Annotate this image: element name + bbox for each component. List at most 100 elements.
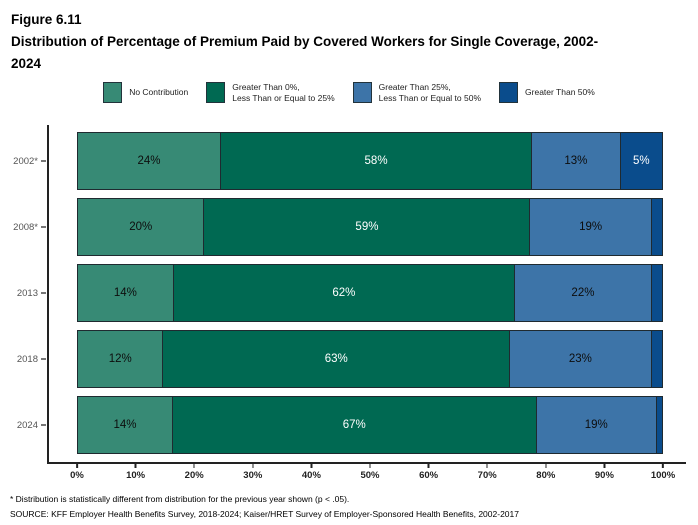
bar-row: 14% 62% 22% — [77, 264, 663, 322]
bar-value-label: 67% — [342, 419, 366, 431]
figure-header: Figure 6.11 Distribution of Percentage o… — [11, 9, 611, 75]
legend-swatch-icon — [103, 82, 123, 104]
bar-segment: 5% — [619, 132, 664, 190]
x-tick-label: 30% — [243, 470, 263, 481]
legend-swatch-icon — [206, 82, 226, 104]
bar-segment: 14% — [77, 264, 174, 322]
y-tick-mark — [41, 292, 46, 294]
bar-value-label: 12% — [108, 353, 132, 365]
bar-row: 12% 63% 23% — [77, 330, 663, 388]
y-axis-line — [47, 125, 49, 462]
bar-value-label: 13% — [564, 155, 588, 167]
legend-swatch-icon — [499, 82, 519, 104]
bar-segment: 24% — [77, 132, 221, 190]
bar-segment: 20% — [77, 198, 205, 256]
x-tick-mark — [252, 462, 254, 468]
bar-segment — [650, 198, 663, 256]
y-axis-label-text: 2024 — [16, 419, 38, 431]
y-axis-label-text: 2018 — [16, 353, 38, 365]
x-tick-mark — [193, 462, 195, 468]
x-tick: 40% — [302, 462, 321, 481]
x-tick-label: 0% — [70, 470, 84, 481]
bar-segment: 12% — [77, 330, 164, 388]
bar-segment: 59% — [203, 198, 531, 256]
bar-value-label: 19% — [579, 221, 603, 233]
bar-segment: 22% — [514, 264, 652, 322]
x-tick: 20% — [185, 462, 204, 481]
y-tick-mark — [41, 226, 46, 228]
legend-label: Greater Than 50% — [525, 87, 595, 98]
y-axis-label-text: 2008* — [13, 221, 38, 233]
bar-segment — [655, 396, 663, 454]
x-tick-label: 10% — [126, 470, 146, 481]
y-axis-label-text: 2013 — [16, 287, 38, 299]
footnotes: * Distribution is statistically differen… — [10, 492, 519, 522]
x-tick-mark — [662, 462, 664, 468]
legend-label: Greater Than 0%, Less Than or Equal to 2… — [232, 82, 335, 103]
x-tick-mark — [369, 462, 371, 468]
bar-segment: 23% — [508, 330, 652, 388]
x-tick-label: 100% — [650, 470, 676, 481]
x-tick-mark — [134, 462, 137, 468]
bar-value-label: 14% — [113, 419, 137, 431]
footnote-source: SOURCE: KFF Employer Health Benefits Sur… — [10, 509, 519, 519]
x-tick: 100% — [651, 462, 675, 481]
x-tick-mark — [486, 462, 488, 468]
y-axis-label-text: 2002* — [13, 155, 38, 167]
bar-segment — [650, 264, 663, 322]
x-tick: 10% — [126, 462, 145, 481]
bar-value-label: 58% — [364, 155, 388, 167]
bar-segment: 13% — [531, 132, 621, 190]
bar-value-label: 23% — [568, 353, 592, 365]
x-tick-label: 40% — [301, 470, 321, 481]
y-tick-mark — [41, 424, 46, 426]
x-tick-mark — [427, 462, 430, 468]
x-tick: 30% — [243, 462, 262, 481]
bar-segment: 67% — [171, 396, 537, 454]
y-tick-mark — [41, 160, 46, 162]
x-tick-label: 90% — [594, 470, 614, 481]
bar-segment: 58% — [219, 132, 533, 190]
bar-value-label: 22% — [571, 287, 595, 299]
y-axis-label: 2018 — [0, 330, 46, 388]
legend: No Contribution Greater Than 0%, Less Tha… — [0, 82, 698, 104]
legend-swatch-icon — [352, 82, 372, 104]
legend-label: No Contribution — [129, 87, 189, 98]
bar-value-label: 5% — [633, 155, 650, 167]
bar-value-label: 19% — [584, 419, 608, 431]
legend-item: No Contribution — [103, 82, 189, 104]
bar-row: 20% 59% 19% — [77, 198, 663, 256]
y-axis-label: 2013 — [0, 264, 46, 322]
x-axis: 0% 10% 20% 30% 40% 50% 60% 70% 80% 90% 100% — [70, 462, 675, 492]
x-tick-mark — [545, 462, 547, 468]
bar-segment: 62% — [172, 264, 516, 322]
bar-value-label: 24% — [137, 155, 161, 167]
figure-title: Distribution of Percentage of Premium Pa… — [11, 34, 599, 71]
bar-segment: 63% — [162, 330, 510, 388]
x-tick: 60% — [419, 462, 438, 481]
y-axis-label: 2008* — [0, 198, 46, 256]
y-axis-label: 2024 — [0, 396, 46, 454]
bar-value-label: 20% — [129, 221, 153, 233]
bar-segment: 14% — [77, 396, 173, 454]
x-tick: 80% — [536, 462, 555, 481]
bar-value-label: 63% — [324, 353, 348, 365]
x-tick-label: 20% — [184, 470, 204, 481]
x-axis-line — [47, 462, 686, 464]
x-tick-label: 60% — [419, 470, 439, 481]
y-axis-label: 2002* — [0, 132, 46, 190]
x-tick: 0% — [70, 462, 84, 481]
bar-row: 24% 58% 13% 5% — [77, 132, 664, 190]
footnote-significance: * Distribution is statistically differen… — [10, 494, 350, 504]
bar-segment: 19% — [535, 396, 657, 454]
x-tick: 50% — [360, 462, 380, 481]
figure-number: Figure 6.11 — [11, 12, 82, 27]
x-tick-mark — [76, 462, 78, 468]
bar-value-label: 62% — [332, 287, 356, 299]
x-tick: 70% — [478, 462, 497, 481]
x-tick-mark — [603, 462, 606, 468]
bar-row: 14% 67% 19% — [77, 396, 663, 454]
x-tick-mark — [310, 462, 313, 468]
legend-label: Greater Than 25%, Less Than or Equal to … — [378, 82, 482, 103]
